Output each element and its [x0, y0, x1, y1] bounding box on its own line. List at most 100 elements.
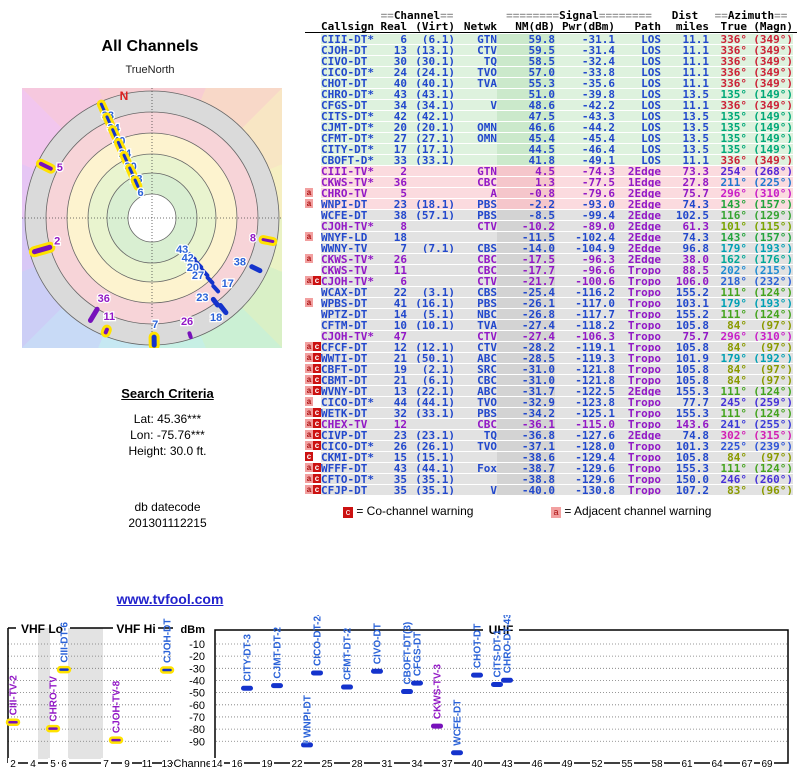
digital-signal-marker [301, 742, 313, 748]
azimuth-magnetic: (124°) [747, 309, 793, 319]
real-channel: 18 [379, 232, 407, 242]
adjacent-channel-warning-icon: a [305, 386, 313, 395]
table-row: CITY-DT* 17 (17.1) 44.5 -46.4 LOS 13.5 135° (149… [305, 143, 797, 154]
network: CBS [455, 287, 497, 297]
path-type: Tropo [615, 485, 661, 495]
warning-markers [305, 34, 321, 44]
radar-marker-label: 23 [196, 292, 208, 304]
azimuth-magnetic: (193°) [747, 298, 793, 308]
real-channel: 32 [379, 408, 407, 418]
table-row: CHRO-DT* 43 (43.1) 51.0 -39.8 LOS 13.5 135° (149… [305, 88, 797, 99]
col-true: True [720, 20, 748, 33]
digital-station-marker [217, 303, 229, 316]
azimuth-true: 84° [709, 320, 747, 330]
tick-label-bg [230, 758, 244, 768]
noise-margin: 1.3 [497, 177, 555, 187]
radar-marker [130, 175, 143, 191]
table-row: CIII-DT* 6 (6.1) GTN 59.8 -31.1 LOS 11.1 336° (34… [305, 33, 797, 44]
vhf-lo-title: VHF Lo [21, 622, 63, 636]
noise-margin: 57.0 [497, 67, 555, 77]
virtual-channel [407, 419, 455, 429]
noise-margin: -11.5 [497, 232, 555, 242]
table-row: a c WVNY-DT 13 (22.1) ABC -31.7 -122.5 2Edge 155.… [305, 385, 797, 396]
azimuth-true: 111° [709, 309, 747, 319]
digital-signal-marker [241, 685, 253, 691]
warning-markers: a [305, 254, 321, 264]
virtual-channel: (43.1) [407, 89, 455, 99]
warning-markers: a [305, 232, 321, 242]
table-row: CKWS-TV 11 CBC -17.7 -96.6 Tropo 88.5 202° (215°… [305, 264, 797, 275]
table-row: a c WETK-DT 32 (33.1) PBS -34.2 -125.1 Tropo 155.… [305, 407, 797, 418]
co-channel-warning-icon: c [313, 276, 321, 285]
virtual-channel: (6.1) [407, 375, 455, 385]
radar-marker [200, 268, 210, 278]
path-type: Tropo [615, 276, 661, 286]
virtual-channel: (13.1) [407, 45, 455, 55]
warning-markers [305, 265, 321, 275]
network: PBS [455, 408, 497, 418]
power-dbm: -118.2 [555, 320, 615, 330]
power-dbm: -117.0 [555, 298, 615, 308]
adjacent-channel-warning-icon: a [305, 430, 313, 439]
noise-margin: -17.5 [497, 254, 555, 264]
azimuth-magnetic: (149°) [747, 111, 793, 121]
table-row: CHOT-DT 40 (40.1) TVA 55.3 -35.6 LOS 11.1 336° (3… [305, 77, 797, 88]
azimuth-true: 111° [709, 463, 747, 473]
path-type: Tropo [615, 408, 661, 418]
signal-table: ==Channel== ========Signal======== Dist … [305, 10, 797, 495]
real-channel: 36 [379, 177, 407, 187]
radar-svg: N333440243013652361172683843422027172318 [22, 88, 282, 348]
digital-signal-marker [411, 680, 423, 686]
real-channel: 6 [379, 34, 407, 44]
vhf-gap-band [68, 628, 103, 759]
callsign: CFJP-DT [321, 485, 379, 495]
path-type: LOS [615, 100, 661, 110]
radar-marker [187, 331, 193, 340]
real-channel: 21 [379, 375, 407, 385]
uhf-channel-tick: 40 [471, 759, 483, 768]
digital-signal-marker [271, 683, 283, 689]
signal-marker-label: CFMT-DT-2 [343, 627, 354, 680]
co-channel-warning-icon: c [313, 463, 321, 472]
table-row: WPTZ-DT 14 (5.1) NBC -26.8 -117.7 Tropo 155.2 11… [305, 308, 797, 319]
path-type: Tropo [615, 287, 661, 297]
azimuth-true: 179° [709, 353, 747, 363]
adjacent-channel-warning-icon: a [305, 298, 313, 307]
distance-miles: 11.1 [661, 155, 709, 165]
azimuth-magnetic: (115°) [747, 221, 793, 231]
radar-marker-label: 2 [54, 236, 60, 248]
azimuth-true: 225° [709, 441, 747, 451]
azimuth-true: 254° [709, 166, 747, 176]
radar-marker-label: 38 [234, 257, 246, 269]
real-channel: 20 [379, 122, 407, 132]
tvfool-link[interactable]: www.tvfool.com [116, 591, 224, 607]
noise-margin: 4.5 [497, 166, 555, 176]
path-type: LOS [615, 67, 661, 77]
co-channel-warning-icon: c [313, 353, 321, 362]
digital-station-marker [249, 264, 263, 274]
table-row: a c CFJP-DT 35 (35.1) V -40.0 -130.8 Tropo 107.2 8… [305, 484, 797, 495]
virtual-channel: (27.1) [407, 133, 455, 143]
power-dbm: -116.2 [555, 287, 615, 297]
adjacent-channel-warning-icon: a [305, 364, 313, 373]
power-dbm: -96.3 [555, 254, 615, 264]
warning-markers [305, 320, 321, 330]
network: OMN [455, 133, 497, 143]
digital-signal-marker [311, 670, 323, 676]
table-row: CJMT-DT* 20 (20.1) OMN 46.6 -44.2 LOS 13.5 135°(… [305, 121, 797, 132]
distance-miles: 96.8 [661, 243, 709, 253]
path-type: 2Edge [615, 243, 661, 253]
azimuth-magnetic: (193°) [747, 243, 793, 253]
azimuth-true: 84° [709, 342, 747, 352]
digital-signal-marker [159, 666, 175, 674]
noise-margin: 55.3 [497, 78, 555, 88]
path-type: 2Edge [615, 199, 661, 209]
network: CTV [455, 342, 497, 352]
digital-signal-marker [501, 677, 513, 683]
real-channel: 33 [379, 155, 407, 165]
digital-station-marker [194, 260, 204, 270]
noise-margin: -14.0 [497, 243, 555, 253]
azimuth-magnetic: (349°) [747, 67, 793, 77]
legend-cochannel: c = Co-channel warning [343, 504, 473, 518]
